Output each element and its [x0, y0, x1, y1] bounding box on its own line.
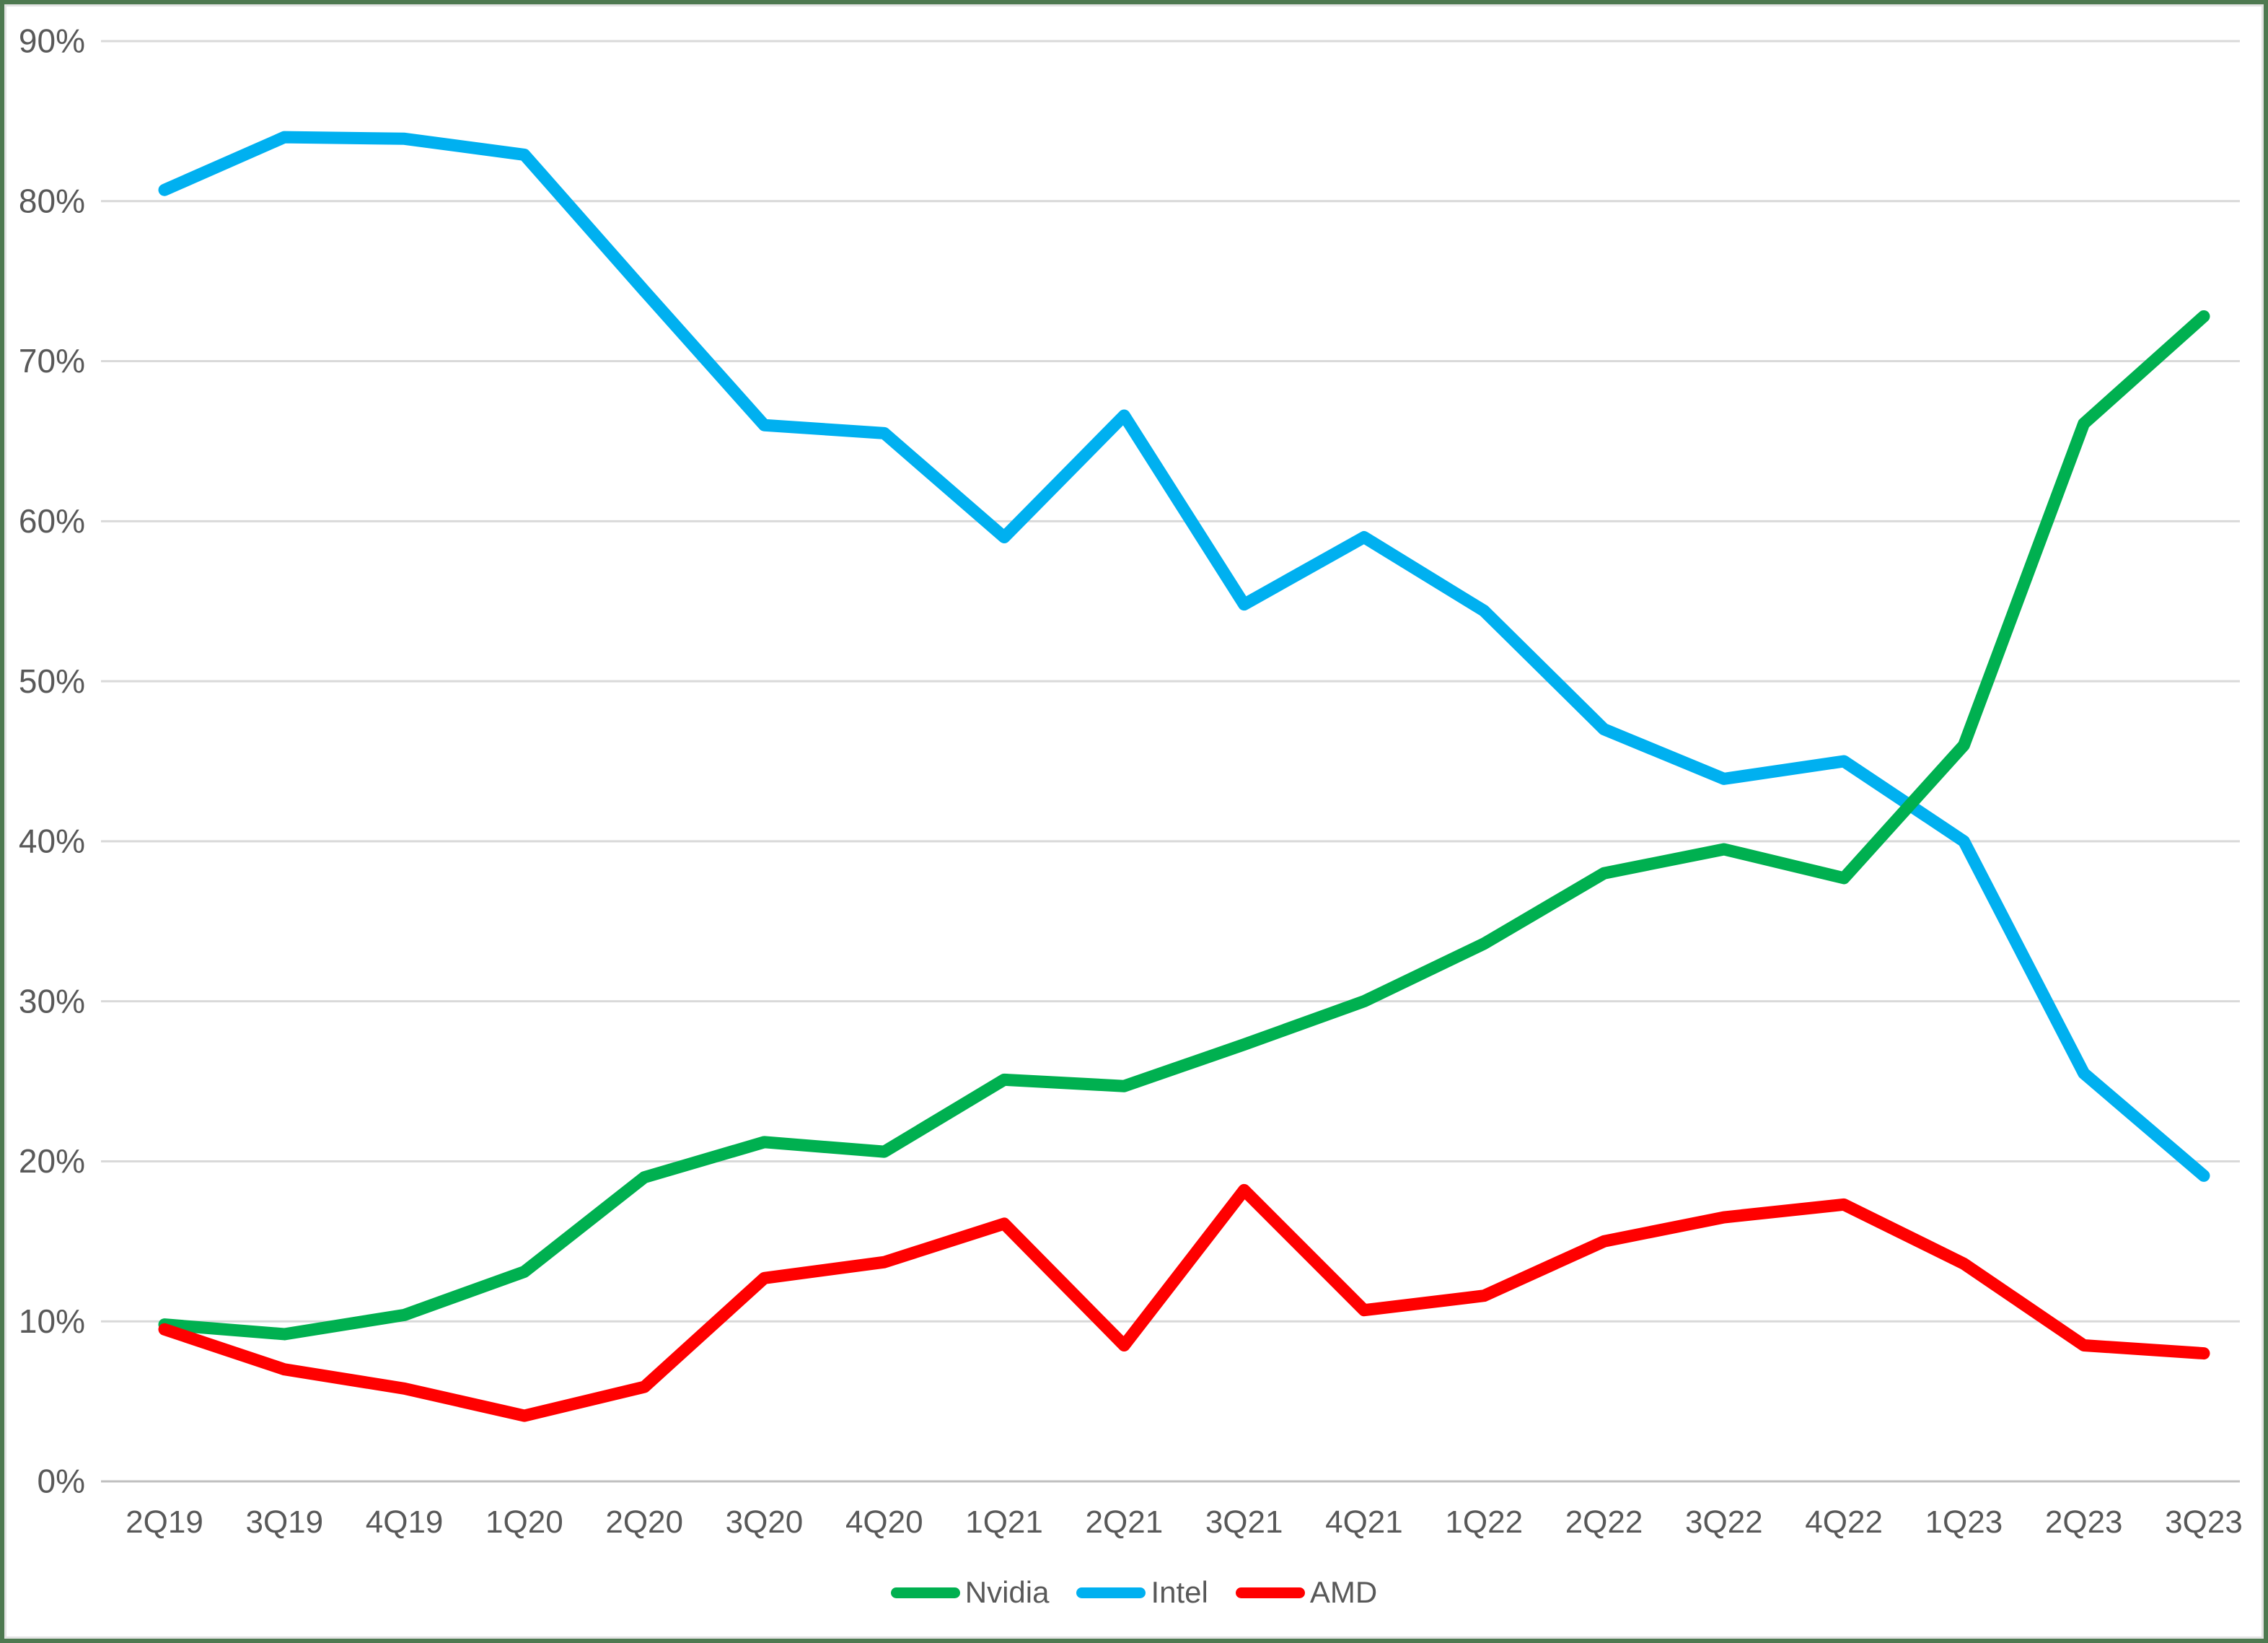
x-tick-label: 3Q22 [1685, 1504, 1763, 1540]
legend-item-amd: AMD [1235, 1575, 1378, 1609]
x-tick-label: 3Q23 [2165, 1504, 2243, 1540]
x-tick-label: 2Q21 [1086, 1504, 1164, 1540]
x-tick-label: 3Q20 [726, 1504, 804, 1540]
y-tick-label: 50% [19, 662, 85, 700]
x-tick-label: 4Q20 [845, 1504, 923, 1540]
legend-label: Nvidia [964, 1575, 1050, 1609]
y-tick-label: 80% [19, 182, 85, 219]
y-tick-label: 30% [19, 982, 85, 1020]
x-tick-label: 4Q21 [1325, 1504, 1403, 1540]
y-tick-label: 90% [19, 22, 85, 60]
x-tick-label: 1Q23 [1925, 1504, 2003, 1540]
legend-item-nvidia: Nvidia [890, 1575, 1050, 1609]
x-tick-label: 3Q19 [245, 1504, 323, 1540]
x-tick-label: 2Q19 [126, 1504, 203, 1540]
x-tick-label: 3Q21 [1205, 1504, 1283, 1540]
y-tick-label: 40% [19, 823, 85, 860]
x-tick-label: 2Q22 [1565, 1504, 1643, 1540]
series-line-amd [158, 1183, 2210, 1422]
series-line-intel [158, 131, 2210, 1182]
x-tick-label: 1Q22 [1445, 1504, 1523, 1540]
y-tick-label: 0% [38, 1463, 85, 1500]
legend-swatch-amd [1235, 1587, 1305, 1598]
legend-swatch-intel [1076, 1587, 1146, 1598]
x-tick-label: 1Q20 [485, 1504, 563, 1540]
y-tick-label: 70% [19, 342, 85, 380]
x-tick-label: 2Q23 [2045, 1504, 2123, 1540]
x-tick-label: 2Q20 [605, 1504, 683, 1540]
series-line-nvidia [158, 310, 2210, 1341]
legend-label: Intel [1151, 1575, 1208, 1609]
x-tick-label: 1Q21 [965, 1504, 1043, 1540]
legend-label: AMD [1309, 1575, 1378, 1609]
y-tick-label: 60% [19, 502, 85, 540]
legend-swatch-nvidia [890, 1587, 960, 1598]
y-tick-label: 20% [19, 1142, 85, 1180]
chart-legend: Nvidia Intel AMD [0, 1577, 2268, 1608]
legend-item-intel: Intel [1076, 1577, 1208, 1608]
x-tick-label: 4Q19 [366, 1504, 444, 1540]
y-tick-label: 10% [19, 1302, 85, 1340]
x-tick-label: 4Q22 [1805, 1504, 1883, 1540]
